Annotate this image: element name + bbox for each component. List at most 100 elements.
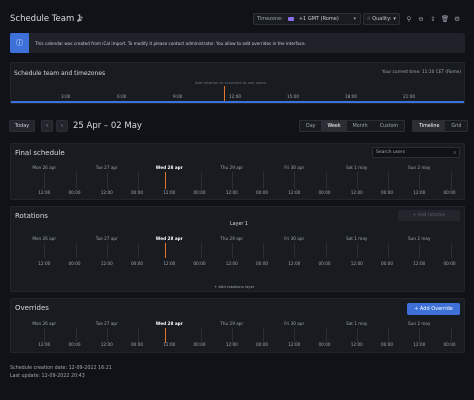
view-day[interactable]: Day xyxy=(306,123,316,129)
chevron-down-icon: ▾ xyxy=(393,16,396,22)
hour-label: 00:00 xyxy=(256,261,269,266)
day-divider xyxy=(325,243,327,258)
layer-title: Layer 1 xyxy=(230,222,248,227)
today-button[interactable]: Today xyxy=(9,120,35,132)
day-label: Sat 1 may xyxy=(346,236,368,241)
day-divider xyxy=(200,328,202,343)
prev-week-button[interactable]: ‹ xyxy=(41,120,53,132)
final-schedule-title: Final schedule xyxy=(15,149,65,157)
day-divider xyxy=(294,328,296,343)
hour-label: 12:00 xyxy=(288,342,301,347)
tz-tick: 12:00 xyxy=(229,94,242,99)
view-week[interactable]: Week xyxy=(321,121,347,131)
hour-label: 12:00 xyxy=(38,342,51,347)
view-custom[interactable]: Custom xyxy=(379,123,399,129)
date-range: 25 Apr – 02 May xyxy=(73,121,142,131)
mode-timeline[interactable]: Timeline xyxy=(413,121,446,131)
day-divider xyxy=(294,172,296,189)
day-divider xyxy=(388,328,389,343)
hour-label: 12:00 xyxy=(163,261,176,266)
day-divider xyxy=(419,172,421,189)
day-divider xyxy=(263,243,264,258)
day-label: Sat 1 may xyxy=(346,321,368,326)
day-divider xyxy=(231,328,233,343)
trash-icon[interactable]: 🗑 xyxy=(440,15,450,23)
edit-icon[interactable] xyxy=(76,15,84,23)
day-label: Sun 2 may xyxy=(408,165,431,170)
day-divider xyxy=(356,328,358,343)
hour-label: 12:00 xyxy=(163,190,176,195)
day-divider xyxy=(75,243,77,258)
day-label: Wed 28 apr xyxy=(155,165,183,170)
hour-label: 00:00 xyxy=(318,342,331,347)
day-divider xyxy=(450,243,452,258)
chevron-down-icon: ▾ xyxy=(353,16,356,22)
day-label: Mon 26 apr xyxy=(32,236,57,241)
next-week-button[interactable]: › xyxy=(56,120,68,132)
day-divider xyxy=(325,328,327,343)
day-divider xyxy=(388,243,389,258)
day-label: Sat 1 may xyxy=(346,165,368,170)
mode-grid[interactable]: Grid xyxy=(451,123,462,129)
current-time-line xyxy=(165,328,167,343)
search-icon: ⌕ xyxy=(453,150,456,156)
hour-label: 12:00 xyxy=(163,342,176,347)
timezone-select[interactable]: Timezone: +1 GMT (Rome) ▾ xyxy=(253,13,361,25)
day-divider xyxy=(106,328,108,343)
info-icon: ⓘ xyxy=(10,33,29,53)
add-override-button[interactable]: + Add Override xyxy=(407,303,460,315)
hour-label: 12:00 xyxy=(413,190,426,195)
day-label: Sun 2 may xyxy=(408,236,431,241)
minus-circle-icon[interactable]: ⊖ xyxy=(418,15,424,23)
tz-tick: 15:00 xyxy=(287,94,300,99)
hour-label: 12:00 xyxy=(100,342,113,347)
day-label: Wed 28 apr xyxy=(155,236,183,241)
hour-label: 00:00 xyxy=(443,261,456,266)
overrides-panel: Overrides Mon 26 apr 12:00 00:00 Tue 27 apr… xyxy=(10,298,465,353)
info-banner: ⓘ This calendar was created from iCal im… xyxy=(10,33,465,53)
share-icon[interactable]: ⇪ xyxy=(430,15,436,23)
hour-label: 00:00 xyxy=(131,190,144,195)
hour-label: 00:00 xyxy=(193,261,206,266)
hour-label: 00:00 xyxy=(131,261,144,266)
quality-button[interactable]: ☝ Quality: ▾ xyxy=(363,13,400,25)
timezones-panel: Schedule team and timezones Your current… xyxy=(10,62,465,104)
day-label: Tue 27 apr xyxy=(95,236,118,241)
day-divider xyxy=(138,328,139,343)
day-label: Thu 29 apr xyxy=(220,236,244,241)
current-time-line xyxy=(165,172,167,189)
search-placeholder: Search users xyxy=(376,150,406,155)
settings-icon[interactable]: ⚙ xyxy=(454,15,460,23)
add-rotation-button[interactable]: + Add rotation xyxy=(398,210,460,221)
hour-label: 00:00 xyxy=(381,261,394,266)
day-divider xyxy=(419,243,421,258)
day-label: Thu 29 apr xyxy=(220,321,244,326)
day-divider xyxy=(44,243,46,258)
view-month[interactable]: Month xyxy=(352,123,368,129)
add-rotations-layer-link[interactable]: + Add rotations layer xyxy=(214,284,255,289)
day-label: Fri 30 apr xyxy=(284,321,305,326)
day-divider xyxy=(231,172,233,189)
day-divider xyxy=(356,172,358,189)
search-users-input[interactable]: Search users ⌕ xyxy=(372,147,460,158)
page-title: Schedule Team 1 xyxy=(10,14,83,24)
day-divider xyxy=(200,172,202,189)
day-divider xyxy=(325,172,327,189)
bell-icon[interactable]: ⚲ xyxy=(406,15,412,23)
thumb-icon: ☝ xyxy=(367,16,371,22)
day-divider xyxy=(138,172,139,189)
tz-tick: 6:00 xyxy=(117,94,127,99)
hour-label: 12:00 xyxy=(413,261,426,266)
day-label: Tue 27 apr xyxy=(95,165,118,170)
day-divider xyxy=(388,172,389,189)
timezone-track xyxy=(11,101,464,103)
hour-label: 00:00 xyxy=(256,342,269,347)
day-label: Wed 28 apr xyxy=(155,321,183,326)
current-time: Your current time: 11:10 CET (Rome) xyxy=(382,70,461,75)
last-update: Last update: 12-09-2022 20:43 xyxy=(10,374,85,379)
mode-switcher: Timeline Grid xyxy=(412,120,469,132)
hour-label: 12:00 xyxy=(288,261,301,266)
day-divider xyxy=(106,243,108,258)
day-label: Thu 29 apr xyxy=(220,165,244,170)
hour-label: 12:00 xyxy=(100,190,113,195)
